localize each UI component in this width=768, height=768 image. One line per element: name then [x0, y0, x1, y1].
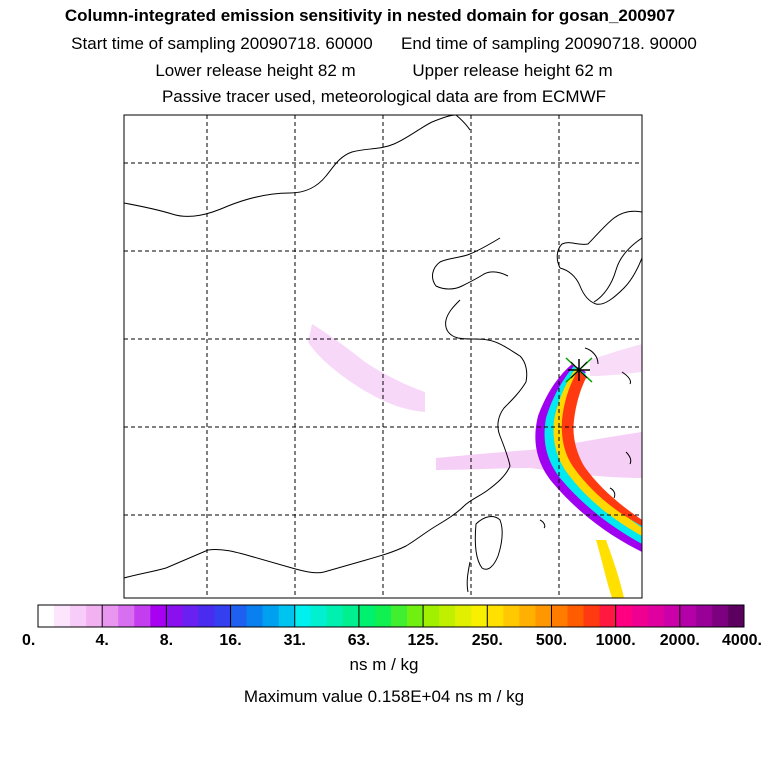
colorbar-cell [567, 605, 585, 627]
colorbar-cell [551, 605, 568, 627]
lower-height-label: Lower release height 82 m [155, 61, 356, 80]
colorbar-cell [663, 605, 681, 627]
colorbar-tick-label: 1000. [596, 632, 636, 649]
max-value-label: Maximum value 0.158E+04 ns m / kg [243, 687, 525, 706]
colorbar-cell [679, 605, 697, 627]
colorbar-tick-label: 250. [472, 632, 503, 649]
map-frame [123, 114, 643, 599]
colorbar-cell [615, 605, 633, 627]
colorbar-cell [262, 605, 280, 627]
end-time-label: End time of sampling 20090718. 90000 [401, 34, 697, 53]
colorbar-cell [647, 605, 665, 627]
release-heights: Lower release height 82 m Upper release … [0, 61, 768, 81]
colorbar-cell [294, 605, 312, 627]
coastlines [124, 115, 642, 593]
colorbar-cell [182, 605, 199, 627]
colorbar-tick-label: 0. [22, 632, 35, 649]
colorbar-cell [583, 605, 601, 627]
colorbar-cell [423, 605, 440, 627]
colorbar-cell [54, 605, 71, 627]
start-time-label: Start time of sampling 20090718. 60000 [71, 34, 373, 53]
colorbar-tick-label: 63. [348, 632, 370, 649]
colorbar-cell [439, 605, 456, 627]
chart-title: Column-integrated emission sensitivity i… [64, 6, 676, 25]
colorbar-tick-label: 4000. [722, 632, 762, 649]
colorbar-cell [86, 605, 103, 627]
upper-height-label: Upper release height 62 m [412, 61, 613, 80]
colorbar-tick-label: 125. [408, 632, 439, 649]
colorbar-cell [278, 605, 296, 627]
colorbar-tick-label: 8. [160, 632, 173, 649]
colorbar-cell [391, 605, 408, 627]
colorbar: 0. 4. 8. 16. 31. 63. 125. 250. 500. 1000. 2000. 400… [22, 604, 762, 649]
plume-faint-west [308, 324, 425, 412]
colorbar-tick-label: 500. [536, 632, 567, 649]
plume-faint-north [590, 344, 642, 376]
receptor-marker-icon [565, 357, 593, 383]
colorbar-cell [374, 605, 392, 627]
colorbar-cell [70, 605, 87, 627]
colorbar-cell [198, 605, 215, 627]
colorbar-cell [310, 605, 328, 627]
colorbar-cell [631, 605, 649, 627]
colorbar-cell [487, 605, 504, 627]
colorbar-cell [535, 605, 552, 627]
colorbar-cell [695, 605, 713, 627]
colorbar-cell [134, 605, 151, 627]
colorbar-cell [471, 605, 488, 627]
colorbar-cell [358, 605, 376, 627]
plume-band-red [561, 370, 642, 526]
colorbar-tick-label: 16. [219, 632, 241, 649]
sampling-times: Start time of sampling 20090718. 60000 E… [0, 34, 768, 54]
colorbar-tick-label: 2000. [660, 632, 700, 649]
plume-tail-south [596, 540, 624, 598]
tracer-label: Passive tracer used, meteorological data… [161, 87, 607, 106]
colorbar-cell [711, 605, 729, 627]
colorbar-unit: ns m / kg [349, 655, 419, 674]
colorbar-cell [599, 605, 617, 627]
colorbar-cell [727, 605, 745, 627]
colorbar-cell [455, 605, 472, 627]
colorbar-frame [37, 604, 745, 628]
colorbar-cell [407, 605, 424, 627]
colorbar-cell [342, 605, 360, 627]
grid-lines [124, 115, 642, 598]
colorbar-cell [246, 605, 264, 627]
colorbar-cell [102, 605, 119, 627]
colorbar-cell [326, 605, 344, 627]
colorbar-cell [118, 605, 135, 627]
colorbar-cell [503, 605, 520, 627]
colorbar-cell [166, 605, 183, 627]
colorbar-cell [519, 605, 536, 627]
colorbar-tick-label: 31. [284, 632, 306, 649]
colorbar-tick-label: 4. [96, 632, 109, 649]
colorbar-cell [214, 605, 232, 627]
colorbar-cell [38, 605, 55, 627]
colorbar-cell [230, 605, 248, 627]
colorbar-cell [150, 605, 167, 627]
